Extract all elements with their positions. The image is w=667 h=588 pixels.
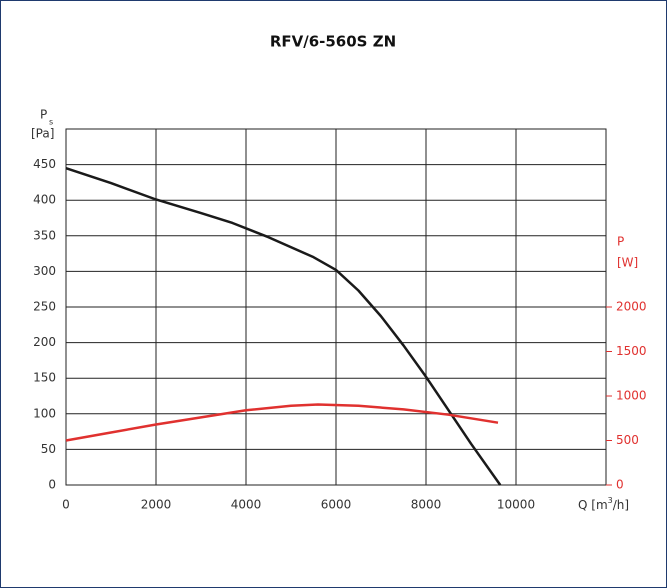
y2-tick-label: 0 <box>616 478 624 492</box>
y2-tick-label: 1500 <box>616 344 647 358</box>
y-tick-label: 150 <box>33 371 56 385</box>
y-unit: [Pa] <box>31 127 54 141</box>
y-tick-label: 200 <box>33 335 56 349</box>
y-label-sub: s <box>49 118 53 127</box>
curve <box>65 166 502 486</box>
x-tick-label: 8000 <box>411 498 442 512</box>
x-tick-label: 10000 <box>497 498 535 512</box>
y-tick-label: 50 <box>41 442 56 456</box>
y-label: P <box>40 108 47 122</box>
y-tick-label: 0 <box>48 478 56 492</box>
y2-tick-label: 2000 <box>616 300 647 314</box>
y-tick-label: 300 <box>33 264 56 278</box>
y2-tick-label: 1000 <box>616 389 647 403</box>
x-tick-label: 2000 <box>141 498 172 512</box>
x-label-pre: Q [m <box>578 498 608 512</box>
y2-tick-label: 500 <box>616 433 639 447</box>
x-label-post: /h] <box>613 498 629 512</box>
y-tick-label: 400 <box>33 193 56 207</box>
x-tick-label: 4000 <box>231 498 262 512</box>
y-tick-label: 250 <box>33 300 56 314</box>
chart-title: RFV/6-560S ZN <box>270 33 396 51</box>
x-tick-label: 6000 <box>321 498 352 512</box>
x-tick-label: 0 <box>62 498 70 512</box>
x-label: Q [m3/h] <box>578 496 629 512</box>
y2-label: P <box>617 235 624 249</box>
y-tick-label: 450 <box>33 157 56 171</box>
y-tick-label: 100 <box>33 406 56 420</box>
x-label-sup: 3 <box>608 496 613 505</box>
curve <box>65 403 499 442</box>
y-tick-label: 350 <box>33 228 56 242</box>
y2-unit: [W] <box>617 256 638 270</box>
